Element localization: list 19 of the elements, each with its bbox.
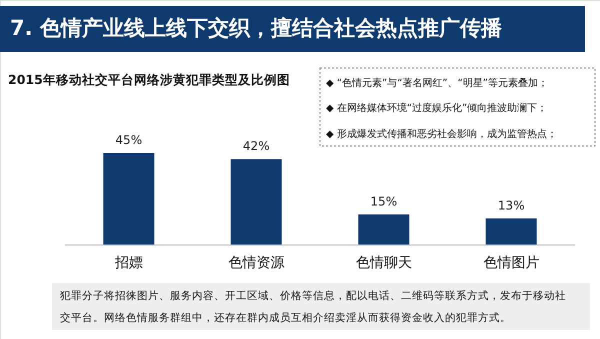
x-tick-label: 色情聊天 [356,255,412,271]
x-tick-label: 招嫖 [114,255,143,271]
data-label: 42% [242,139,270,154]
text: ◆ “色情元素”与“著名网红”、“明星”等元素叠加； [326,77,548,89]
text: ◆ 在网络媒体环境“过度娱乐化”倾向推波助澜下； [326,102,548,114]
x-tick-label: 色情资源 [228,255,284,271]
data-label: 13% [498,198,525,212]
text: 犯罪分子将招徕图片、服务内容、开工区域、价格等信息，配以电话、二维码等联系方式，发布于移动社 [60,289,566,302]
text: 交平台。网络色情服务群组中，还存在群内成员互相介绍卖淫从而获得资金收入的犯罪方式。 [60,311,511,324]
chart-title: 7. 色情产业线上线下交织，擅结合社会热点推广传播 [10,16,503,40]
bar [103,153,154,245]
x-tick-label: 色情图片 [483,255,540,271]
data-label: 45% [115,133,142,147]
bar [230,159,282,245]
bar [486,218,537,245]
text: ◆ 形成爆发式传播和恶劣社会影响，成为监管热点； [326,128,557,140]
chart-subtitle: 2015年移动社交平台网络涉黄犯罪类型及比例图 [8,72,290,87]
bar [358,214,410,245]
data-label: 15% [370,194,398,208]
